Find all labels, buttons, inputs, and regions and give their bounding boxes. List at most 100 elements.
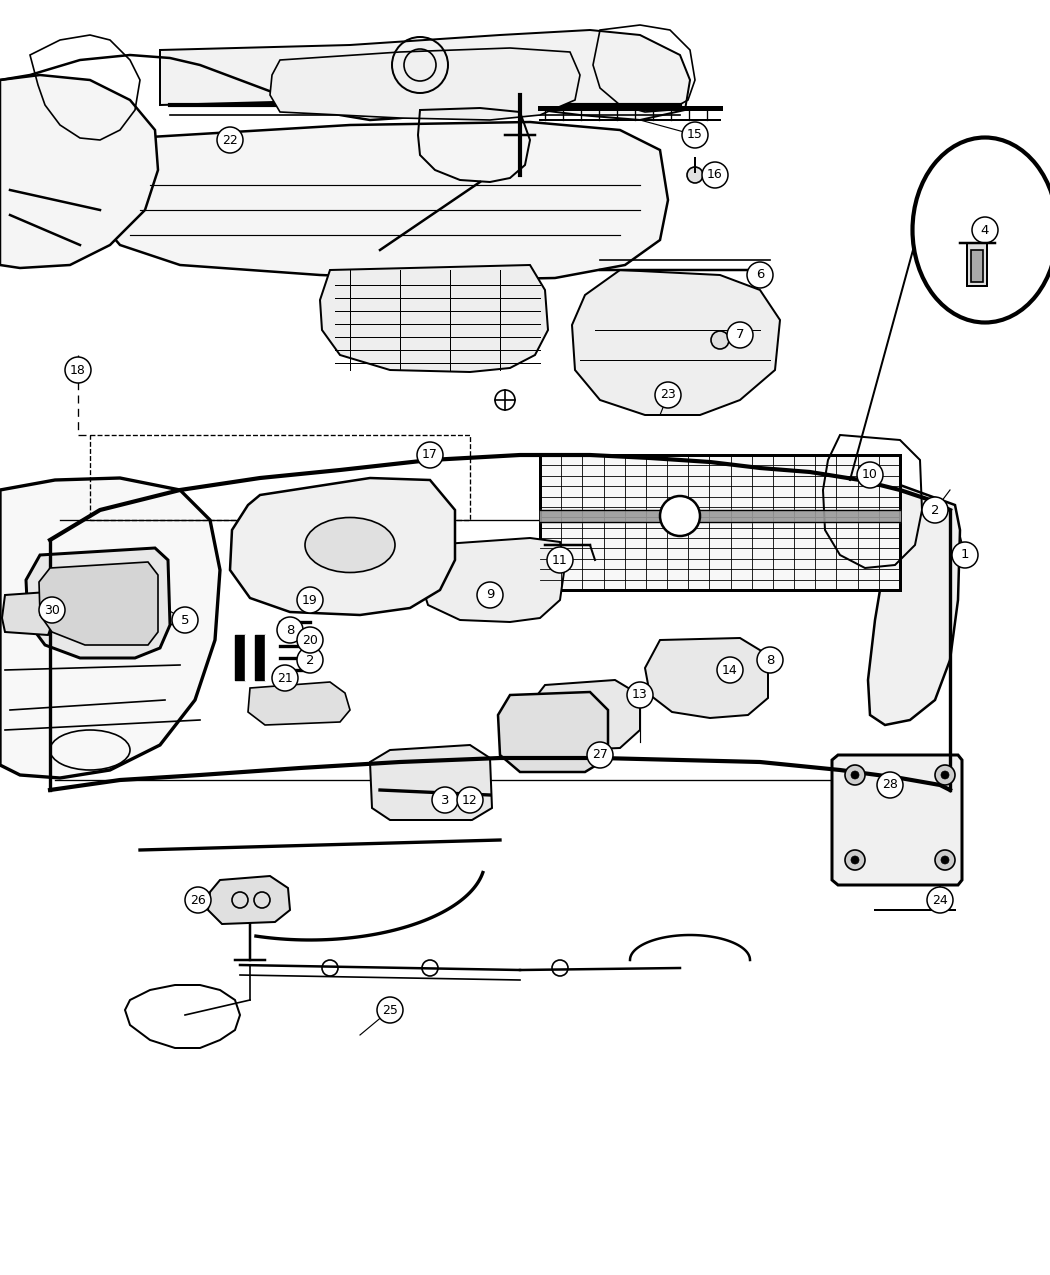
Circle shape (301, 592, 319, 609)
Polygon shape (26, 548, 170, 658)
Text: 26: 26 (190, 894, 206, 907)
Text: 12: 12 (462, 793, 478, 807)
Polygon shape (572, 270, 780, 414)
Text: 28: 28 (882, 779, 898, 792)
Polygon shape (88, 122, 668, 280)
Circle shape (845, 850, 865, 870)
Text: 8: 8 (765, 654, 774, 667)
Polygon shape (0, 478, 220, 778)
Text: 11: 11 (552, 553, 568, 566)
Text: 6: 6 (756, 269, 764, 282)
Circle shape (297, 627, 323, 653)
Circle shape (65, 357, 91, 382)
Circle shape (39, 597, 65, 623)
Polygon shape (248, 682, 350, 725)
Polygon shape (0, 75, 158, 268)
Circle shape (185, 887, 211, 913)
Text: 21: 21 (277, 672, 293, 685)
Text: 18: 18 (70, 363, 86, 376)
Text: 25: 25 (382, 1003, 398, 1016)
Text: 24: 24 (932, 894, 948, 907)
Text: 4: 4 (981, 223, 989, 236)
Circle shape (952, 542, 978, 567)
Circle shape (660, 496, 700, 536)
Circle shape (277, 617, 303, 643)
Text: 23: 23 (660, 389, 676, 402)
Text: 16: 16 (707, 168, 722, 181)
Circle shape (857, 462, 883, 488)
Polygon shape (2, 592, 52, 635)
Circle shape (301, 629, 319, 646)
Text: 19: 19 (302, 593, 318, 607)
Text: 17: 17 (422, 449, 438, 462)
Text: 15: 15 (687, 129, 702, 142)
Circle shape (272, 666, 298, 691)
Circle shape (297, 586, 323, 613)
Circle shape (845, 765, 865, 785)
Circle shape (432, 787, 458, 813)
Text: 3: 3 (441, 793, 449, 807)
Circle shape (477, 581, 503, 608)
Text: 9: 9 (486, 589, 495, 602)
Polygon shape (208, 876, 290, 924)
Circle shape (682, 122, 708, 148)
Circle shape (702, 162, 728, 187)
Circle shape (850, 856, 859, 864)
Text: 30: 30 (44, 603, 60, 617)
Circle shape (941, 856, 949, 864)
Text: 10: 10 (862, 468, 878, 482)
Polygon shape (270, 48, 580, 120)
Circle shape (297, 646, 323, 673)
Circle shape (172, 607, 198, 632)
Circle shape (547, 547, 573, 572)
Polygon shape (645, 638, 768, 718)
Text: 7: 7 (736, 329, 744, 342)
Circle shape (717, 657, 743, 683)
Polygon shape (39, 562, 158, 645)
Circle shape (972, 217, 998, 244)
Polygon shape (530, 680, 640, 750)
Circle shape (922, 497, 948, 523)
Text: 2: 2 (306, 654, 314, 667)
Circle shape (457, 787, 483, 813)
Circle shape (877, 771, 903, 798)
Circle shape (934, 850, 956, 870)
Polygon shape (868, 484, 960, 725)
Text: 13: 13 (632, 688, 648, 701)
Circle shape (941, 771, 949, 779)
Polygon shape (967, 244, 987, 286)
Circle shape (495, 390, 514, 411)
Polygon shape (540, 455, 900, 590)
Polygon shape (320, 265, 548, 372)
Circle shape (687, 167, 704, 184)
Text: 8: 8 (286, 623, 294, 636)
Polygon shape (370, 745, 492, 820)
Text: 20: 20 (302, 634, 318, 646)
Polygon shape (420, 538, 565, 622)
Polygon shape (971, 250, 983, 282)
Text: 2: 2 (930, 504, 940, 516)
Circle shape (627, 682, 653, 708)
Circle shape (747, 261, 773, 288)
Circle shape (757, 646, 783, 673)
Text: 27: 27 (592, 748, 608, 761)
Text: 22: 22 (223, 134, 238, 147)
Circle shape (727, 323, 753, 348)
Text: 14: 14 (722, 663, 738, 677)
Circle shape (934, 765, 956, 785)
Circle shape (377, 997, 403, 1023)
Text: 1: 1 (961, 548, 969, 561)
Text: 5: 5 (181, 613, 189, 626)
Circle shape (711, 332, 729, 349)
Polygon shape (160, 31, 690, 120)
Circle shape (587, 742, 613, 768)
Circle shape (850, 771, 859, 779)
Circle shape (417, 442, 443, 468)
Polygon shape (832, 755, 962, 885)
Polygon shape (230, 478, 455, 615)
Circle shape (927, 887, 953, 913)
Ellipse shape (304, 518, 395, 572)
Polygon shape (498, 692, 608, 771)
Circle shape (655, 382, 681, 408)
Circle shape (217, 128, 243, 153)
